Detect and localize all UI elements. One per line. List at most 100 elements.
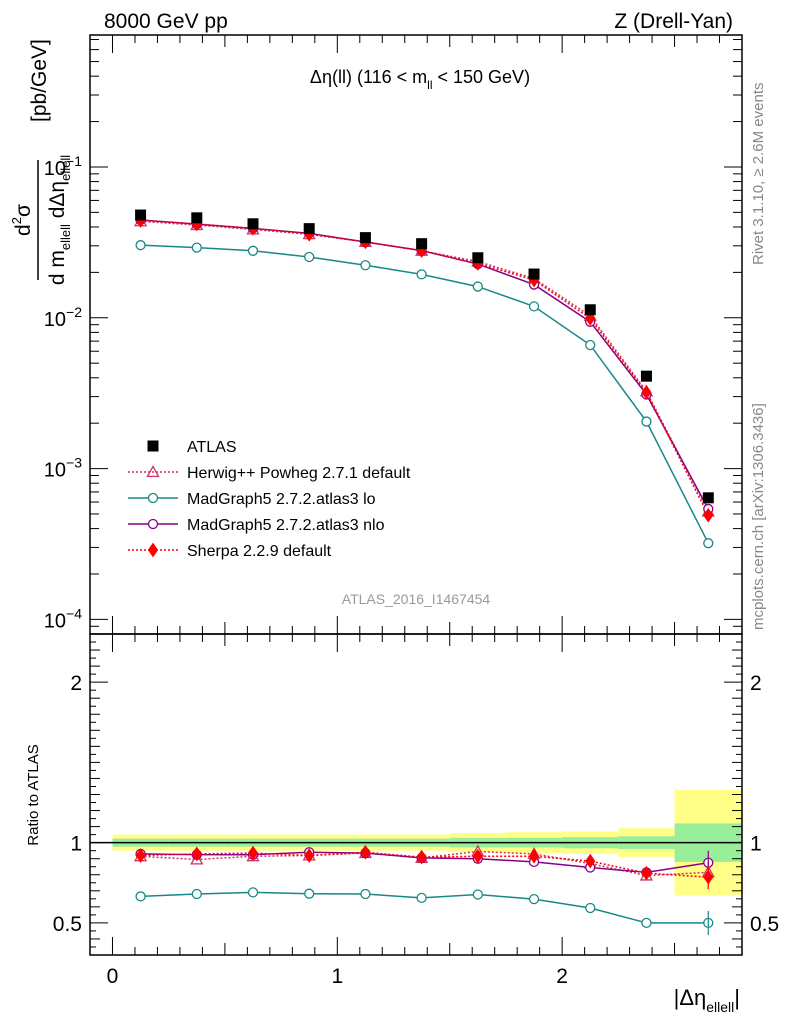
y-axis-denominator-sub2: ellell — [58, 155, 73, 181]
y-tick-label-exponent: −1 — [66, 153, 82, 169]
legend-label: MadGraph5 2.7.2.atlas3 nlo — [187, 517, 385, 534]
series-1-point — [641, 416, 652, 427]
ratio-3-point — [304, 848, 315, 863]
plot-title-subscript: ll — [427, 78, 432, 92]
y-axis-denominator-dm: d m — [46, 250, 69, 285]
y-axis-numerator-sigma: σ — [12, 204, 35, 217]
series-1-point — [304, 251, 315, 263]
atlas-data-point — [135, 209, 147, 221]
ratio-1-point — [191, 888, 202, 900]
y-axis-denominator: d mellell dΔηellell — [46, 155, 73, 285]
header-process-label: Z (Drell-Yan) — [614, 10, 733, 33]
plot-title: Δη(ll) (116 < mll < 150 GeV) — [310, 67, 530, 92]
ratio-1-point — [360, 888, 371, 900]
plot-marks — [133, 209, 715, 935]
ratio-3-point — [135, 848, 146, 863]
series-1-point — [135, 240, 146, 251]
x-tick-label: 2 — [556, 965, 568, 988]
series-1-point — [191, 242, 202, 253]
ratio-panel-frame — [89, 633, 743, 956]
series-3-point — [641, 385, 652, 400]
plot-labels: 0 1 210−110−210−310−40.5 0.51 12 2Δη(ll) (116… — [9, 39, 779, 1015]
series-3-point — [703, 507, 714, 523]
y-tick-label: 10−2 — [44, 304, 82, 331]
y-tick-label: 10−4 — [44, 605, 82, 632]
plot-title-main: Δη(ll) (116 < m — [310, 67, 427, 87]
y-axis-numerator-d: d — [12, 224, 35, 236]
analysis-tag: ATLAS_2016_I1467454 — [342, 591, 491, 607]
y-axis-unit: [pb/GeV] — [28, 39, 51, 122]
ratio-y-tick-label-left: 2 — [70, 672, 82, 695]
series-1-point — [528, 301, 540, 312]
y-axis-numerator-power: 2 — [9, 217, 24, 224]
legend-marker-0 — [146, 465, 160, 478]
atlas-data-point — [584, 304, 596, 316]
ratio-1-point — [472, 889, 483, 900]
ratio-1-point — [416, 892, 427, 904]
legend-label: ATLAS — [187, 439, 237, 456]
y-tick-label-exponent: −2 — [66, 304, 82, 320]
series-1-point — [585, 339, 596, 351]
atlas-data-point — [303, 223, 315, 235]
ratio-3-point — [528, 848, 540, 864]
plot-title-tail: < 150 GeV) — [433, 67, 531, 87]
ratio-3-point — [585, 853, 596, 869]
y-axis-denominator-sub1: ellell — [58, 224, 73, 250]
series-1-point — [360, 260, 371, 271]
y-axis-numerator: d2σ — [9, 204, 35, 236]
mcplots-credit-label: mcplots.cern.ch [arXiv:1306.3436] — [750, 403, 767, 630]
ratio-3-point — [247, 845, 259, 861]
header-collision-label: 8000 GeV pp — [104, 10, 228, 33]
y-tick-label-base: 10 — [44, 158, 66, 180]
axes — [89, 34, 743, 956]
legend-marker-1 — [147, 492, 159, 504]
y-axis-denominator-deta: dΔη — [46, 181, 69, 224]
ratio-y-axis-label: Ratio to ATLAS — [25, 744, 42, 845]
ratio-y-tick-label-left: 1 — [70, 833, 82, 856]
x-axis-label-subscript: ellell — [706, 999, 734, 1015]
x-tick-label: 0 — [107, 965, 119, 988]
legend-label: MadGraph5 2.7.2.atlas3 lo — [187, 491, 376, 508]
series-1-point — [247, 245, 259, 256]
atlas-data-point — [702, 492, 714, 504]
atlas-data-point — [247, 218, 259, 230]
atlas-data-point — [359, 232, 371, 244]
x-tick-label: 1 — [331, 965, 343, 988]
legend-label: Sherpa 2.2.9 default — [187, 543, 332, 560]
ratio-y-tick-label-right: 2 — [750, 672, 762, 695]
series-line-3 — [140, 219, 709, 516]
legend-label: Herwig++ Powheg 2.7.1 default — [187, 465, 411, 482]
x-axis-label-close: | — [734, 985, 740, 1010]
x-axis-label: |Δηellell| — [674, 985, 740, 1015]
y-tick-label-base: 10 — [44, 460, 66, 482]
y-tick-label: 10−1 — [44, 153, 82, 180]
mc-series-lines — [140, 219, 709, 924]
ratio-1-point — [585, 902, 596, 914]
ratio-3-point — [472, 848, 483, 864]
ratio-y-tick-label-right: 0.5 — [750, 913, 779, 936]
series-1-point — [416, 269, 427, 280]
legend-marker-3 — [147, 542, 159, 558]
y-tick-label-base: 10 — [44, 610, 66, 632]
rivet-version-label: Rivet 3.1.10, ≥ 2.6M events — [750, 83, 767, 266]
legend-marker-atlas — [147, 440, 159, 452]
atlas-data-point — [528, 268, 540, 280]
ratio-1-point — [304, 888, 315, 899]
ratio-3-point — [641, 865, 652, 881]
ratio-3-point — [360, 844, 371, 860]
series-1-point — [703, 538, 714, 549]
ratio-y-tick-label-left: 0.5 — [53, 913, 82, 936]
legend-marker-2 — [147, 518, 159, 530]
ratio-3-point — [416, 849, 427, 865]
ratio-1-point — [247, 887, 259, 898]
y-tick-label-exponent: −3 — [66, 455, 82, 471]
x-axis-label-main: |Δη — [674, 985, 707, 1010]
ratio-1-point — [135, 891, 146, 902]
ratio-3-point — [191, 846, 202, 862]
ratio-y-tick-label-right: 1 — [750, 833, 762, 856]
legend: ATLAS Herwig++ Powheg 2.7.1 default MadGra… — [128, 439, 411, 560]
ratio-1-point — [528, 893, 540, 905]
y-tick-label-exponent: −4 — [66, 605, 82, 621]
